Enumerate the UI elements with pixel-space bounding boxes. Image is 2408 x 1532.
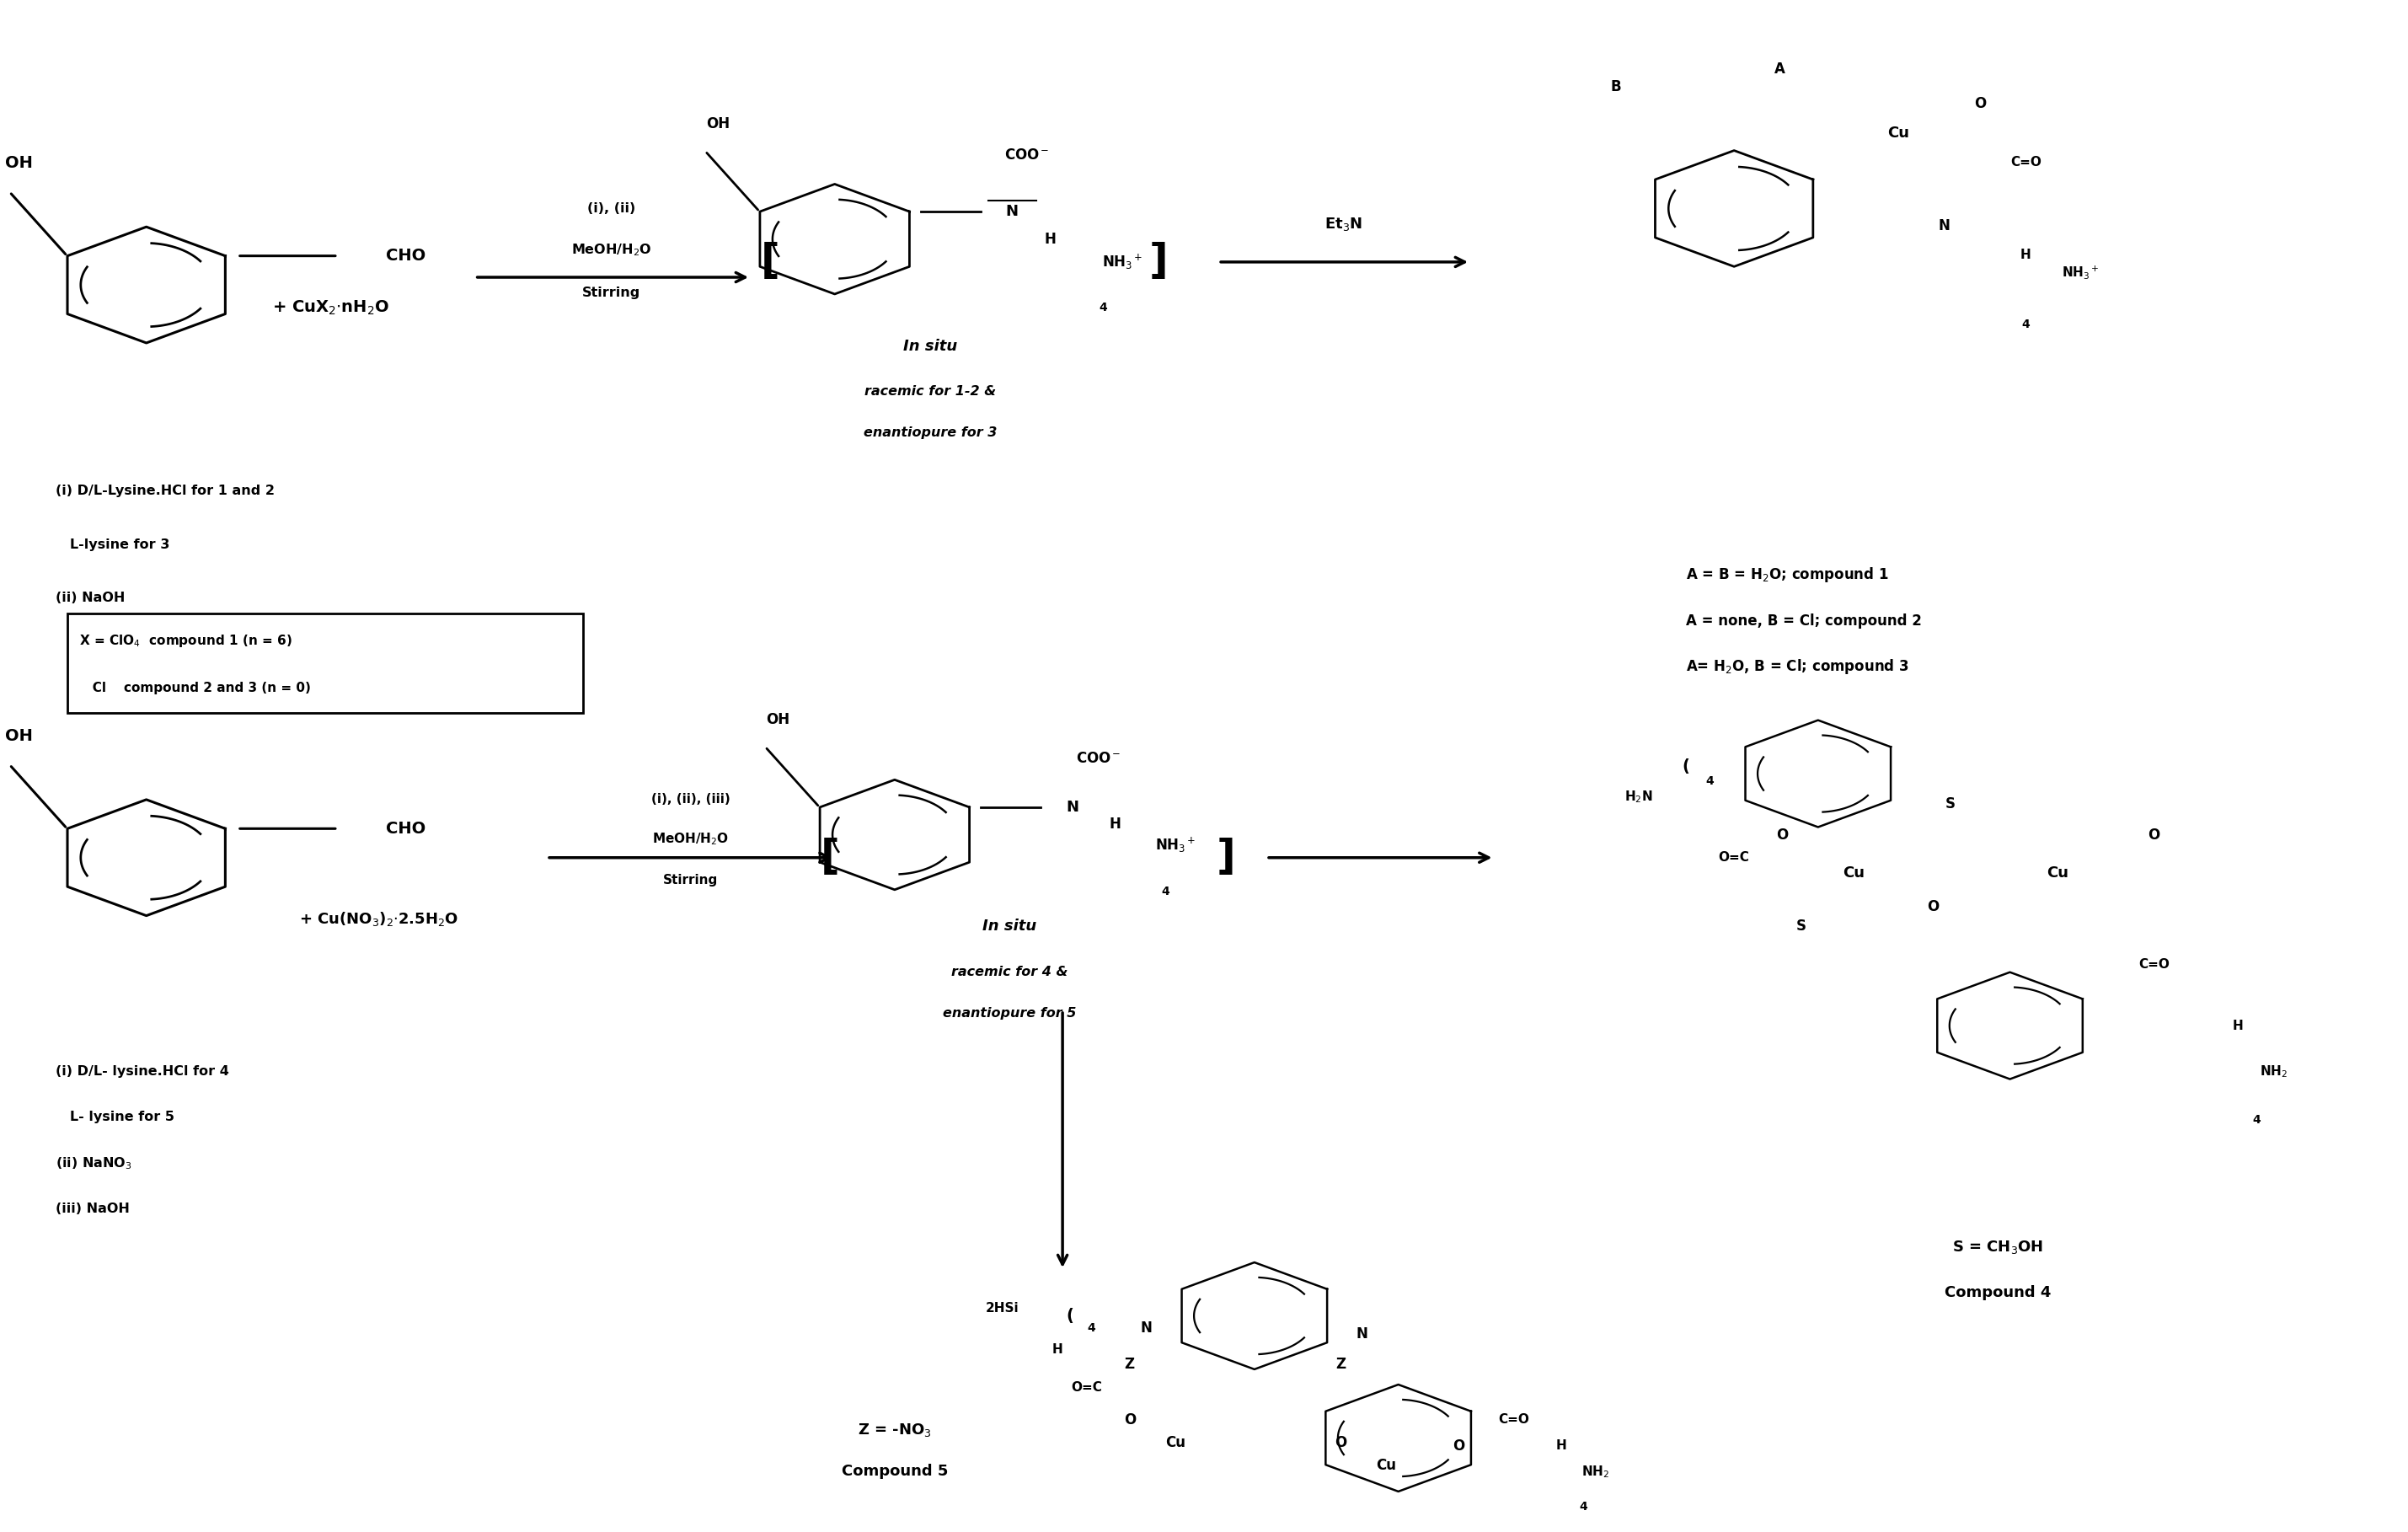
Text: MeOH/H$_2$O: MeOH/H$_2$O [653, 832, 730, 847]
Text: 4: 4 [1088, 1322, 1096, 1334]
Text: NH$_2$: NH$_2$ [1582, 1463, 1609, 1480]
Text: L-lysine for 3: L-lysine for 3 [55, 538, 169, 552]
Text: 4: 4 [1098, 302, 1108, 314]
Text: 4: 4 [1580, 1501, 1587, 1512]
Text: (ii) NaNO$_3$: (ii) NaNO$_3$ [55, 1155, 132, 1170]
Text: Cu: Cu [1888, 126, 1910, 141]
Text: O: O [2148, 827, 2160, 843]
Text: O: O [1452, 1439, 1464, 1454]
Text: Compound 5: Compound 5 [840, 1465, 949, 1480]
Text: Compound 4: Compound 4 [1946, 1285, 2052, 1301]
Text: A= H$_2$O, B = Cl; compound 3: A= H$_2$O, B = Cl; compound 3 [1686, 657, 1910, 676]
Text: S: S [1946, 797, 1955, 812]
Text: N: N [1938, 219, 1950, 233]
Text: Cu: Cu [1842, 866, 1864, 881]
Text: OH: OH [5, 155, 34, 172]
Text: B: B [1611, 80, 1621, 95]
Text: NH$_2$: NH$_2$ [2259, 1063, 2288, 1080]
Text: Cu: Cu [1165, 1435, 1185, 1451]
Text: H: H [1052, 1344, 1062, 1356]
Text: O: O [1125, 1413, 1137, 1428]
Text: racemic for 4 &: racemic for 4 & [951, 965, 1069, 979]
Text: (iii) NaOH: (iii) NaOH [55, 1203, 130, 1215]
Text: (: ( [1067, 1308, 1074, 1324]
Text: Cu: Cu [2047, 866, 2068, 881]
Text: 4: 4 [2023, 319, 2030, 331]
Text: A = none, B = Cl; compound 2: A = none, B = Cl; compound 2 [1686, 613, 1922, 628]
Text: (: ( [1683, 758, 1690, 774]
Text: ]: ] [1149, 242, 1168, 282]
Text: H: H [2020, 248, 2030, 262]
Text: S: S [1796, 919, 1806, 935]
Text: 4: 4 [2254, 1114, 2261, 1126]
Text: S = CH$_3$OH: S = CH$_3$OH [1953, 1239, 2044, 1256]
Text: H: H [1556, 1440, 1568, 1452]
Text: O=C: O=C [1072, 1382, 1103, 1394]
Text: MeOH/H$_2$O: MeOH/H$_2$O [571, 242, 653, 257]
Text: NH$_3$$^+$: NH$_3$$^+$ [1156, 836, 1197, 855]
Text: In situ: In situ [903, 339, 958, 354]
Text: OH: OH [5, 728, 34, 743]
Text: CHO: CHO [385, 821, 426, 836]
Text: N: N [1007, 204, 1019, 219]
Text: A = B = H$_2$O; compound 1: A = B = H$_2$O; compound 1 [1686, 565, 1888, 584]
Text: N: N [1356, 1327, 1368, 1342]
Text: [: [ [761, 242, 780, 282]
Text: O: O [1975, 97, 1987, 112]
Text: (i), (ii): (i), (ii) [588, 202, 636, 214]
Text: enantiopure for 5: enantiopure for 5 [944, 1007, 1076, 1020]
Text: N: N [1067, 800, 1079, 815]
Text: CHO: CHO [385, 248, 426, 264]
Text: Cl    compound 2 and 3 (n = 0): Cl compound 2 and 3 (n = 0) [79, 682, 311, 694]
Text: racemic for 1-2 &: racemic for 1-2 & [864, 386, 997, 398]
Text: + CuX$_2$$\cdot$nH$_2$O: + CuX$_2$$\cdot$nH$_2$O [272, 299, 390, 317]
Text: OH: OH [706, 116, 730, 132]
Text: Et$_3$N: Et$_3$N [1324, 216, 1363, 233]
Text: NH$_3$$^+$: NH$_3$$^+$ [1103, 253, 1144, 271]
Text: Z: Z [1125, 1357, 1134, 1373]
Text: H$_2$N: H$_2$N [1623, 789, 1652, 804]
Text: H: H [2232, 1019, 2244, 1033]
Text: O: O [1777, 827, 1789, 843]
Text: Cu: Cu [1377, 1458, 1397, 1474]
Text: (i) D/L-Lysine.HCl for 1 and 2: (i) D/L-Lysine.HCl for 1 and 2 [55, 484, 275, 498]
Text: (i) D/L- lysine.HCl for 4: (i) D/L- lysine.HCl for 4 [55, 1065, 229, 1079]
Text: L- lysine for 5: L- lysine for 5 [55, 1111, 173, 1123]
Text: Stirring: Stirring [662, 875, 718, 887]
Text: Stirring: Stirring [583, 286, 641, 299]
Text: 2HSi: 2HSi [985, 1302, 1019, 1314]
Text: X = ClO$_4$  compound 1 (n = 6): X = ClO$_4$ compound 1 (n = 6) [79, 633, 291, 650]
Text: enantiopure for 3: enantiopure for 3 [864, 427, 997, 440]
Text: C=O: C=O [2138, 957, 2170, 971]
Text: C=O: C=O [2011, 156, 2042, 169]
Text: ]: ] [1216, 838, 1235, 878]
Text: (i), (ii), (iii): (i), (ii), (iii) [650, 794, 730, 806]
Bar [67, 613, 583, 712]
Text: 4: 4 [1161, 885, 1170, 898]
Text: Z = -NO$_3$: Z = -NO$_3$ [857, 1422, 932, 1439]
Text: NH$_3$$^+$: NH$_3$$^+$ [2061, 264, 2100, 280]
Text: C=O: C=O [1498, 1414, 1529, 1426]
Text: H: H [1045, 231, 1057, 247]
Text: In situ: In situ [982, 919, 1038, 935]
Text: O: O [1334, 1435, 1346, 1451]
Text: O=C: O=C [1719, 852, 1751, 864]
Text: (ii) NaOH: (ii) NaOH [55, 591, 125, 604]
Text: Z: Z [1336, 1357, 1346, 1373]
Text: COO$^-$: COO$^-$ [1076, 751, 1122, 766]
Text: COO$^-$: COO$^-$ [1004, 147, 1050, 162]
Text: O: O [1926, 899, 1938, 915]
Text: + Cu(NO$_3$)$_2$$\cdot$2.5H$_2$O: + Cu(NO$_3$)$_2$$\cdot$2.5H$_2$O [299, 910, 460, 927]
Text: [: [ [821, 838, 840, 878]
Text: N: N [1141, 1321, 1153, 1336]
Text: 4: 4 [1705, 775, 1714, 787]
Text: A: A [1775, 61, 1784, 77]
Text: OH: OH [766, 712, 790, 726]
Text: H: H [1110, 817, 1122, 832]
